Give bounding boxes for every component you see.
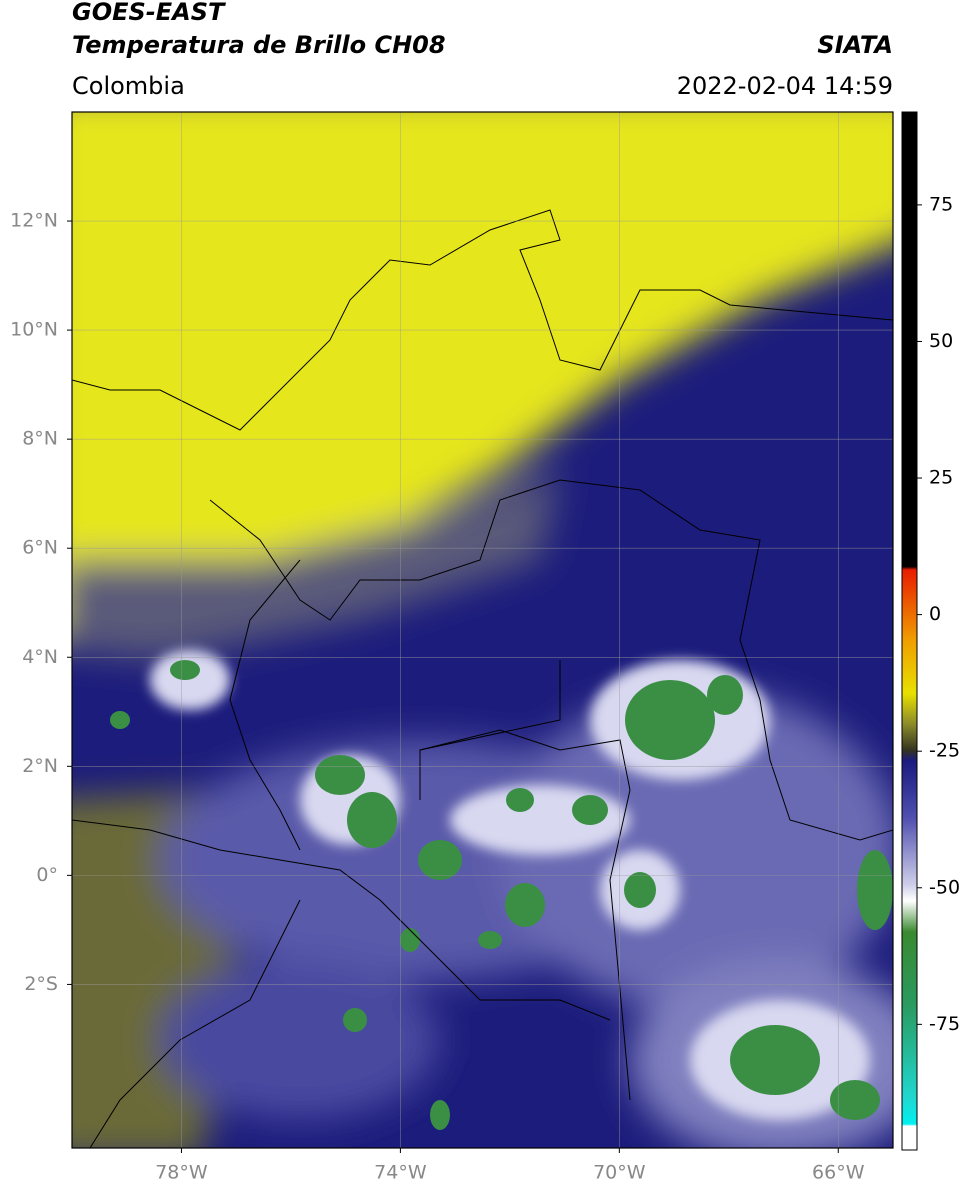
x-tick-label: 70°W bbox=[593, 1162, 646, 1184]
map-frame bbox=[71, 111, 894, 1149]
source: SIATA bbox=[817, 31, 893, 59]
satellite: GOES-EAST bbox=[72, 0, 226, 26]
x-tick-label: 66°W bbox=[812, 1162, 865, 1184]
y-tick-label: 6°N bbox=[22, 537, 58, 559]
product: Temperatura de Brillo CH08 bbox=[72, 31, 446, 59]
colorbar-tick-label: 75 bbox=[929, 193, 953, 215]
colorbar-tick-label: -25 bbox=[929, 740, 960, 762]
colorbar-tick-label: -50 bbox=[929, 876, 960, 898]
y-tick-label: 0° bbox=[36, 864, 58, 886]
y-tick-label: 2°S bbox=[24, 973, 58, 995]
datetime: 2022-02-04 14:59 bbox=[677, 72, 893, 100]
region: Colombia bbox=[72, 72, 185, 100]
y-tick-label: 4°N bbox=[22, 646, 58, 668]
x-tick-label: 74°W bbox=[374, 1162, 427, 1184]
colorbar-tick-label: 0 bbox=[929, 603, 941, 625]
colorbar bbox=[901, 111, 918, 1151]
y-tick-label: 2°N bbox=[22, 755, 58, 777]
colorbar-tick-label: -75 bbox=[929, 1013, 960, 1035]
colorbar-tick-label: 50 bbox=[929, 330, 953, 352]
y-tick-label: 12°N bbox=[10, 210, 58, 232]
y-tick-label: 10°N bbox=[10, 319, 58, 341]
x-tick-label: 78°W bbox=[155, 1162, 208, 1184]
satellite-image bbox=[72, 112, 893, 1148]
graticule bbox=[72, 112, 893, 1148]
y-tick-label: 8°N bbox=[22, 428, 58, 450]
colorbar-tick-label: 25 bbox=[929, 467, 953, 489]
